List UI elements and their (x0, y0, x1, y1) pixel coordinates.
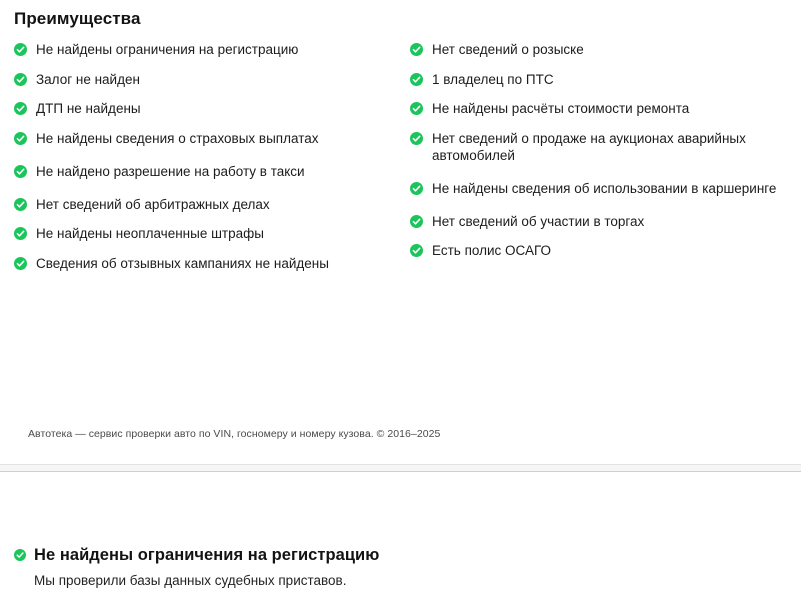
check-circle-icon (410, 72, 423, 86)
advantages-left-column: Не найдены ограничения на регистрацию Зал… (14, 41, 394, 284)
advantage-item: Не найдены расчёты стоимости ремонта (410, 100, 795, 117)
advantage-item-label: Есть полис ОСАГО (432, 243, 552, 258)
advantage-item-label: Сведения об отзывных кампаниях не найден… (36, 255, 329, 271)
advantage-item-label: Не найдены ограничения на регистрацию (36, 42, 299, 57)
advantage-item-label: Нет сведений о продаже на аукционах авар… (432, 130, 746, 163)
check-circle-icon (14, 43, 27, 56)
advantage-item: ДТП не найдены (14, 100, 394, 117)
advantage-item: Нет сведений о розыске (410, 41, 795, 58)
advantage-item: 1 владелец по ПТС (410, 71, 795, 88)
check-circle-icon (410, 181, 423, 195)
check-circle-icon (14, 227, 27, 240)
footer-copyright: Автотека — сервис проверки авто по VIN, … (28, 428, 441, 440)
advantage-item-label: Нет сведений об участии в торгах (432, 213, 645, 229)
advantage-item-label: Нет сведений об арбитражных делах (36, 196, 270, 212)
detail-heading: Не найдены ограничения на регистрацию (0, 544, 801, 566)
advantage-item: Не найдено разрешение на работу в такси (14, 163, 394, 180)
advantage-item: Сведения об отзывных кампаниях не найден… (14, 255, 394, 272)
detail-heading-text: Не найдены ограничения на регистрацию (34, 546, 380, 564)
detail-subtitle: Мы проверили базы данных судебных приста… (34, 573, 347, 588)
advantage-item: Нет сведений о продаже на аукционах авар… (410, 130, 795, 164)
check-circle-icon (14, 256, 27, 270)
advantage-item: Есть полис ОСАГО (410, 242, 795, 259)
check-circle-icon (14, 549, 26, 561)
check-circle-icon (14, 72, 27, 86)
check-circle-icon (410, 244, 423, 257)
check-circle-icon (14, 131, 27, 145)
check-circle-icon (14, 102, 27, 115)
advantage-item: Залог не найден (14, 71, 394, 88)
advantage-item-label: Залог не найден (36, 71, 140, 87)
advantage-item-label: Не найдены неоплаченные штрафы (36, 226, 264, 241)
advantage-item-label: 1 владелец по ПТС (432, 71, 554, 87)
check-circle-icon (410, 131, 423, 145)
advantage-item-label: Нет сведений о розыске (432, 42, 584, 57)
section-divider-fill (0, 465, 801, 471)
check-circle-icon (410, 102, 423, 115)
advantage-item: Не найдены ограничения на регистрацию (14, 41, 394, 58)
advantages-right-column: Нет сведений о розыске 1 владелец по ПТС Н… (410, 41, 795, 272)
advantage-item: Не найдены сведения об использовании в к… (410, 180, 795, 197)
advantage-item-label: Не найдены сведения о страховых выплатах (36, 130, 319, 146)
check-circle-icon (410, 214, 423, 228)
page-title: Преимущества (14, 9, 141, 28)
section-divider-bottom (0, 471, 801, 472)
advantage-item: Нет сведений об арбитражных делах (14, 196, 394, 213)
section-divider-top (0, 464, 801, 465)
advantage-item-label: Не найдено разрешение на работу в такси (36, 163, 305, 179)
advantage-item: Не найдены сведения о страховых выплатах (14, 130, 394, 147)
advantage-item: Не найдены неоплаченные штрафы (14, 225, 394, 242)
advantage-item-label: ДТП не найдены (36, 101, 141, 116)
check-circle-icon (14, 197, 27, 211)
advantage-item-label: Не найдены расчёты стоимости ремонта (432, 101, 690, 116)
check-circle-icon (14, 164, 27, 178)
detail-section: Не найдены ограничения на регистрацию Мы… (0, 544, 801, 590)
advantage-item: Нет сведений об участии в торгах (410, 213, 795, 230)
advantage-item-label: Не найдены сведения об использовании в к… (432, 180, 777, 196)
check-circle-icon (410, 43, 423, 56)
